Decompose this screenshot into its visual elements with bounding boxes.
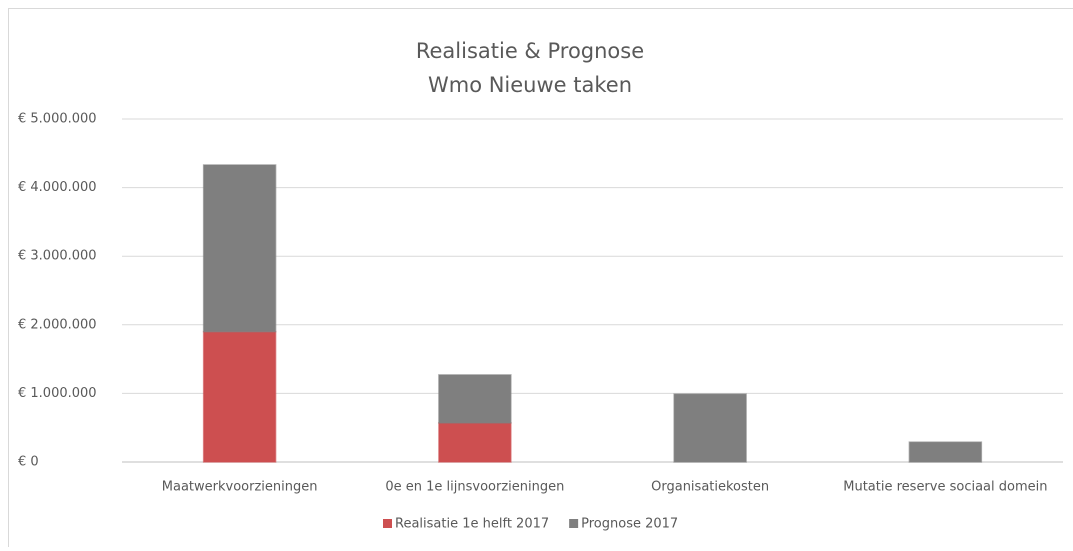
x-tick-label: Mutatie reserve sociaal domein xyxy=(843,480,1047,495)
legend-label: Realisatie 1e helft 2017 xyxy=(395,517,549,532)
y-tick-label: € 1.000.000 xyxy=(18,386,97,401)
bar-segment xyxy=(439,423,511,462)
y-tick-label: € 5.000.000 xyxy=(18,112,97,127)
bar-segment xyxy=(909,442,981,462)
legend-label: Prognose 2017 xyxy=(581,517,678,532)
legend-swatch xyxy=(569,519,578,528)
bar-segment xyxy=(204,332,276,462)
chart-title: Realisatie & Prognose xyxy=(416,39,644,63)
bar-segment xyxy=(674,394,746,462)
y-tick-label: € 2.000.000 xyxy=(18,317,97,332)
x-tick-label: 0e en 1e lijnsvoorzieningen xyxy=(385,480,564,495)
bar-segment xyxy=(204,165,276,332)
y-tick-label: € 0 xyxy=(18,455,39,470)
bar-segment xyxy=(439,375,511,423)
x-tick-label: Maatwerkvoorzieningen xyxy=(162,480,318,495)
x-tick-label: Organisatiekosten xyxy=(651,480,769,495)
chart-subtitle: Wmo Nieuwe taken xyxy=(428,73,632,97)
legend-swatch xyxy=(383,519,392,528)
y-tick-label: € 3.000.000 xyxy=(18,249,97,264)
y-tick-label: € 4.000.000 xyxy=(18,180,97,195)
